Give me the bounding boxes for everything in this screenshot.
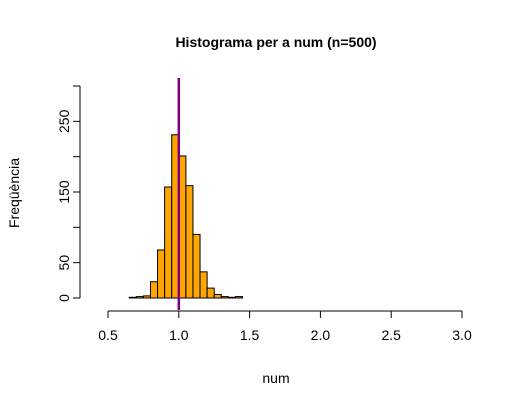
histogram-bar-14 (227, 296, 236, 299)
histogram-bar-3 (149, 281, 159, 299)
histogram-bar-4 (157, 249, 166, 299)
histogram-bar-8 (185, 185, 194, 299)
histogram-bar-13 (220, 296, 229, 299)
x-tick-label-4: 2.5 (381, 327, 401, 343)
histogram-bar-1 (135, 296, 144, 299)
x-tick-label-2: 1.5 (240, 327, 260, 343)
x-tick-label-3: 2.0 (311, 327, 331, 343)
x-tick-label-1: 1.0 (169, 327, 189, 343)
chart-title: Histograma per a num (n=500) (175, 34, 376, 50)
y-tick-label-2: 150 (56, 180, 72, 204)
histogram-bar-10 (199, 271, 208, 299)
histogram-bar-11 (206, 287, 215, 299)
histogram-bars (128, 134, 244, 299)
histogram-bar-15 (234, 296, 244, 299)
x-axis: 0.5 1.0 1.5 2.0 2.5 3.0 (98, 310, 472, 343)
y-tick-label-3: 250 (56, 109, 72, 133)
histogram-bar-0 (128, 296, 137, 299)
histogram-bar-2 (142, 295, 151, 299)
y-axis: 0 50 150 250 (56, 85, 81, 302)
histogram-bar-9 (192, 233, 201, 299)
y-tick-label-1: 50 (56, 255, 72, 271)
y-axis-label: Freqüència (6, 158, 22, 228)
histogram-bar-5 (164, 186, 173, 299)
histogram-bar-12 (213, 293, 222, 299)
y-tick-label-0: 0 (56, 294, 72, 302)
x-axis-label: num (262, 370, 289, 386)
x-tick-label-0: 0.5 (98, 327, 118, 343)
x-tick-label-5: 3.0 (452, 327, 472, 343)
